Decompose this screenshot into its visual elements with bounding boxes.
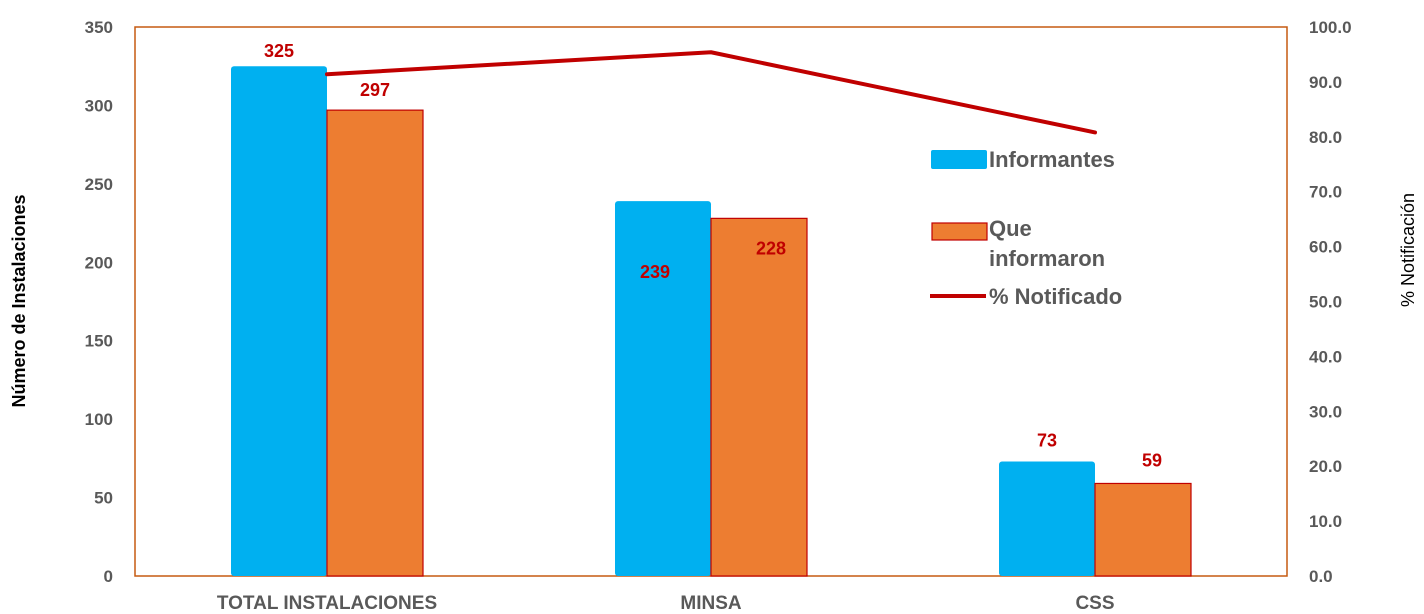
data-label-que-informaron-1: 228 <box>756 238 786 258</box>
data-label-que-informaron-0: 297 <box>360 80 390 100</box>
legend-label-informantes: Informantes <box>989 147 1115 172</box>
legend-swatch-informantes <box>931 150 987 169</box>
y-tick-label: 0 <box>104 567 113 586</box>
y2-tick-label: 90.0 <box>1309 73 1342 92</box>
y2-tick-label: 70.0 <box>1309 183 1342 202</box>
y2-tick-label: 0.0 <box>1309 567 1333 586</box>
bar-informantes-1 <box>615 201 711 576</box>
legend: Informantes Que informaron % Notificado <box>930 147 1122 309</box>
y2-tick-label: 60.0 <box>1309 238 1342 257</box>
legend-swatch-que-informaron <box>931 222 988 241</box>
y2-tick-label: 100.0 <box>1309 18 1352 37</box>
y-axis-title: Número de Instalaciones <box>9 194 29 407</box>
data-label-que-informaron-2: 59 <box>1142 450 1162 470</box>
legend-label-que-informaron-line1: Que <box>989 216 1032 241</box>
y-tick-label: 250 <box>85 175 113 194</box>
bar-que-informaron-0 <box>326 109 424 577</box>
y-tick-label: 50 <box>94 489 113 508</box>
y-tick-label: 100 <box>85 410 113 429</box>
data-label-informantes-1: 239 <box>640 262 670 282</box>
y2-tick-label: 10.0 <box>1309 512 1342 531</box>
x-tick-label: TOTAL INSTALACIONES <box>217 593 437 614</box>
line-notificado <box>325 50 1097 135</box>
y2-tick-label: 20.0 <box>1309 457 1342 476</box>
legend-label-que-informaron-line2: informaron <box>989 246 1105 271</box>
data-label-informantes-0: 325 <box>264 41 294 61</box>
legend-label-notificado: % Notificado <box>989 284 1122 309</box>
y-tick-label: 350 <box>85 18 113 37</box>
y-tick-label: 200 <box>85 253 113 272</box>
bar-que-informaron-1 <box>710 217 808 577</box>
x-tick-label: CSS <box>1075 593 1114 614</box>
x-tick-label: MINSA <box>680 593 742 614</box>
y2-tick-label: 40.0 <box>1309 347 1342 366</box>
y2-tick-label: 80.0 <box>1309 128 1342 147</box>
data-label-informantes-2: 73 <box>1037 430 1057 450</box>
y-tick-label: 300 <box>85 96 113 115</box>
bar-informantes-2 <box>999 461 1095 576</box>
y-tick-label: 150 <box>85 332 113 351</box>
y2-tick-label: 30.0 <box>1309 402 1342 421</box>
y2-axis-title: % Notificación <box>1398 193 1418 307</box>
bar-informantes-0 <box>231 66 327 576</box>
y2-tick-label: 50.0 <box>1309 293 1342 312</box>
bar-que-informaron-2 <box>1094 482 1192 577</box>
